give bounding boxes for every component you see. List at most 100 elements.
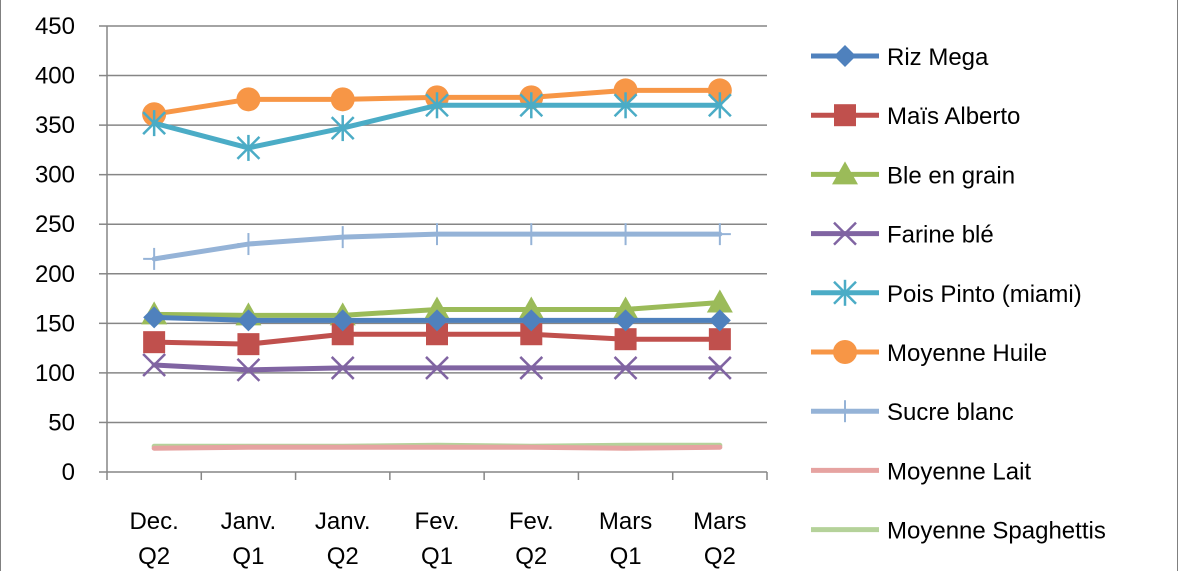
point-sucre-blanc-4 — [520, 223, 543, 246]
point-riz-mega-6 — [708, 309, 731, 332]
point-riz-mega-4 — [520, 309, 543, 332]
legend-item-moyenne-huile: Moyenne Huile — [811, 340, 1047, 367]
series-lines — [141, 78, 733, 451]
legend-item-moyenne-lait: Moyenne Lait — [811, 458, 1031, 485]
legend-label-pois-pinto-miami: Pois Pinto (miami) — [887, 281, 1082, 308]
x-axis-tick-labels: Dec. Q2 Janv. Q1 Janv. Q2 Fev. Q1 Fev. Q2 Mars Q1 Ma… — [129, 508, 746, 570]
legend-item-farine-ble: Farine blé — [811, 222, 994, 249]
point-riz-mega-0 — [143, 306, 166, 329]
point-sucre-blanc-0 — [143, 247, 166, 270]
legend-label-riz-mega: Riz Mega — [887, 44, 989, 71]
y-tick-label-400: 400 — [35, 63, 75, 90]
series-mais-alberto — [143, 323, 731, 356]
x-tick-label-fev-q1-line1: Fev. — [415, 508, 460, 535]
legend-label-moyenne-spaghettis: Moyenne Spaghettis — [887, 518, 1106, 545]
point-ble-en-grain-4 — [518, 296, 545, 320]
point-farine-ble-5-stroke-b — [613, 356, 638, 380]
point-mais-alberto-2 — [331, 323, 354, 346]
point-farine-ble-3-stroke-b — [425, 356, 449, 380]
legend-label-moyenne-huile: Moyenne Huile — [887, 340, 1047, 367]
point-farine-ble-0-stroke-b — [142, 353, 167, 377]
y-tick-label-300: 300 — [35, 162, 75, 189]
series-moyenne-lait — [151, 444, 723, 451]
legend-label-ble-en-grain: Ble en grain — [887, 162, 1015, 189]
point-mais-alberto-5 — [614, 328, 637, 351]
point-riz-mega-1 — [237, 309, 260, 332]
legend-item-sucre-blanc: Sucre blanc — [811, 399, 1014, 426]
gridlines — [99, 25, 768, 480]
legend-marker-ble-en-grain — [832, 161, 858, 185]
point-farine-ble-2 — [330, 356, 355, 380]
legend-marker-sucre-blanc — [834, 400, 856, 423]
x-tick-label-fev-q2-line1: Fev. — [509, 508, 554, 535]
legend-marker-pois-pinto-miami — [833, 279, 857, 306]
y-tick-label-150: 150 — [35, 310, 75, 337]
point-farine-ble-6 — [707, 356, 732, 380]
point-mais-alberto-0 — [143, 331, 166, 354]
y-tick-label-50: 50 — [48, 409, 75, 436]
point-mais-alberto-6 — [708, 328, 731, 351]
point-farine-ble-5 — [613, 356, 638, 380]
point-farine-ble-1 — [236, 358, 261, 382]
point-ble-en-grain-5 — [612, 296, 639, 320]
legend-label-sucre-blanc: Sucre blanc — [887, 399, 1014, 426]
point-farine-ble-6-stroke-b — [707, 356, 732, 380]
x-tick-label-mars-q2-line2: Q2 — [704, 543, 736, 570]
point-moyenne-huile-2 — [330, 87, 355, 112]
point-ble-en-grain-6 — [706, 289, 733, 313]
point-sucre-blanc-2 — [331, 226, 354, 249]
legend-marker-mais-alberto — [834, 104, 856, 127]
point-mais-alberto-4 — [520, 323, 543, 346]
x-tick-label-mars-q1-line1: Mars — [599, 508, 652, 535]
point-pois-pinto-miami-1 — [236, 134, 261, 161]
point-ble-en-grain-3 — [424, 296, 450, 320]
point-pois-pinto-miami-3 — [425, 92, 449, 119]
x-tick-label-janv-q1-line1: Janv. — [221, 508, 277, 535]
series-riz-mega — [143, 306, 731, 332]
legend-item-pois-pinto-miami: Pois Pinto (miami) — [811, 279, 1082, 308]
legend-marker-riz-mega — [834, 45, 856, 67]
point-riz-mega-3 — [426, 309, 448, 332]
series-farine-ble — [142, 353, 732, 382]
point-farine-ble-3 — [425, 356, 449, 380]
legend-item-mais-alberto: Maïs Alberto — [811, 103, 1020, 130]
point-sucre-blanc-3 — [426, 223, 448, 246]
point-mais-alberto-1 — [237, 333, 260, 356]
y-tick-label-450: 450 — [35, 13, 75, 40]
y-tick-label-200: 200 — [35, 261, 75, 288]
y-tick-label-250: 250 — [35, 211, 75, 238]
point-farine-ble-0 — [142, 353, 167, 377]
point-sucre-blanc-5 — [614, 223, 637, 246]
legend-item-moyenne-spaghettis: Moyenne Spaghettis — [811, 518, 1106, 545]
point-pois-pinto-miami-2 — [330, 115, 355, 142]
point-moyenne-huile-1 — [236, 87, 261, 112]
legend-item-riz-mega: Riz Mega — [811, 44, 989, 71]
point-farine-ble-4 — [519, 356, 544, 380]
legend: Riz Mega Maïs Alberto Ble en grain Farine b… — [811, 44, 1106, 545]
point-mais-alberto-3 — [426, 323, 448, 346]
series-pois-pinto-miami — [142, 92, 732, 161]
x-tick-label-fev-q2-line2: Q2 — [515, 543, 547, 570]
x-tick-label-mars-q1-line2: Q1 — [610, 543, 642, 570]
point-riz-mega-2 — [331, 309, 354, 332]
point-pois-pinto-miami-4 — [519, 92, 544, 119]
y-axis-tick-labels: 0 50 100 150 200 250 300 350 400 450 — [35, 13, 75, 486]
point-moyenne-huile-5 — [613, 78, 638, 103]
series-line-moyenne-lait — [151, 444, 723, 451]
legend-label-farine-ble: Farine blé — [887, 222, 994, 249]
y-tick-label-100: 100 — [35, 360, 75, 387]
legend-marker-farine-ble-stroke-b — [833, 221, 857, 246]
legend-marker-moyenne-huile — [833, 340, 857, 364]
point-pois-pinto-miami-6 — [707, 92, 732, 119]
point-sucre-blanc-1 — [237, 233, 260, 256]
point-farine-ble-2-stroke-b — [330, 356, 355, 380]
x-tick-label-janv-q1-line2: Q1 — [232, 543, 264, 570]
y-tick-label-0: 0 — [62, 459, 75, 486]
legend-label-mais-alberto: Maïs Alberto — [887, 103, 1020, 130]
x-tick-label-janv-q2-line2: Q2 — [327, 543, 359, 570]
x-tick-label-dec-q2-line1: Dec. — [129, 508, 178, 535]
x-tick-label-fev-q1-line2: Q1 — [421, 543, 453, 570]
x-tick-label-mars-q2-line1: Mars — [693, 508, 746, 535]
point-riz-mega-5 — [614, 309, 637, 332]
